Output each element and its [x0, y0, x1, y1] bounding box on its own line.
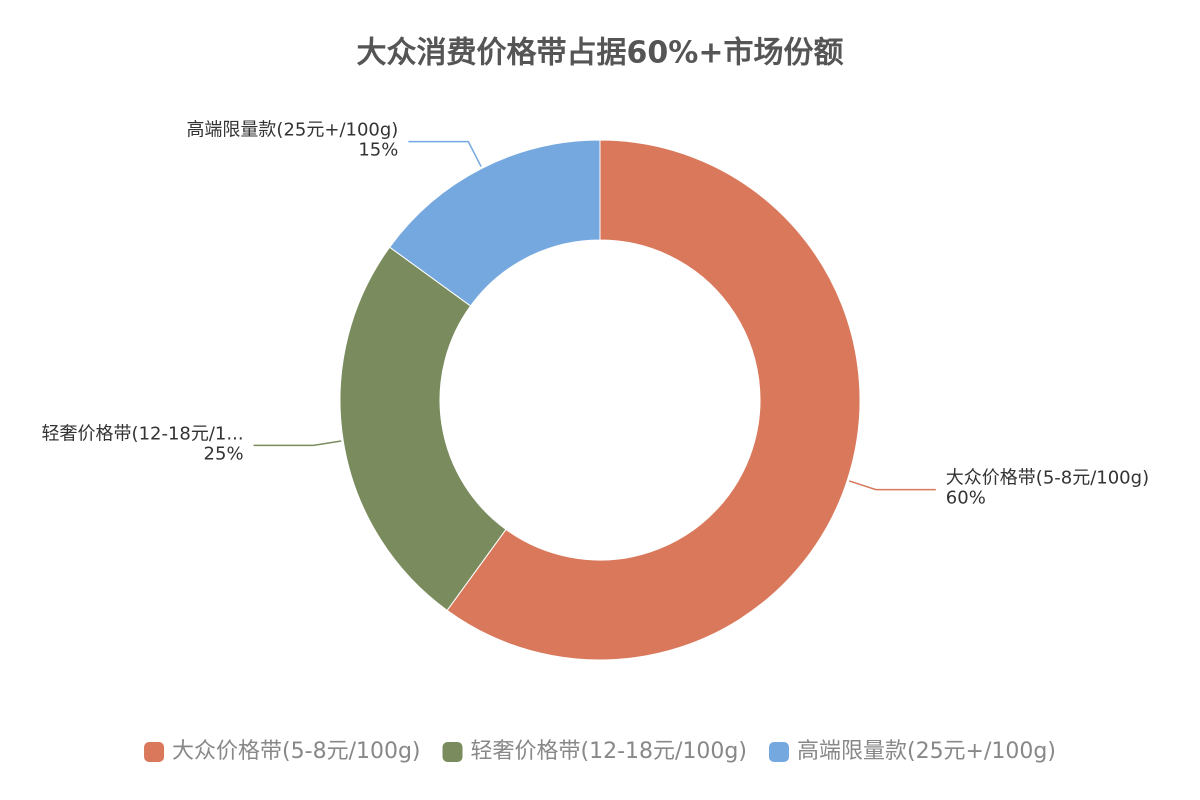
chart-title: 大众消费价格带占据60%+市场份额 [357, 36, 844, 71]
legend-swatch [442, 742, 463, 762]
legend-label: 轻奢价格带(12-18元/100g) [471, 739, 747, 764]
slice-label: 大众价格带(5-8元/100g) [946, 468, 1149, 489]
legend-label: 大众价格带(5-8元/100g) [172, 739, 420, 764]
legend-label: 高端限量款(25元+/100g) [797, 739, 1056, 764]
slice [446, 139, 861, 661]
slice [388, 139, 601, 307]
leader-line [848, 480, 936, 491]
leader-line [408, 140, 482, 167]
slice [339, 246, 507, 612]
slice-value: 25% [204, 443, 244, 464]
legend-swatch [768, 742, 789, 762]
legend: 大众价格带(5-8元/100g) 轻奢价格带(12-18元/100g) 高端限量款(… [144, 739, 1056, 764]
slice-label: 轻奢价格带(12-18元/1... [42, 423, 244, 444]
slice-label: 高端限量款(25元+/100g) [186, 120, 398, 141]
leader-line [253, 440, 342, 447]
slice-value: 15% [358, 140, 398, 161]
slice-value: 60% [946, 488, 986, 509]
legend-swatch [144, 742, 165, 762]
